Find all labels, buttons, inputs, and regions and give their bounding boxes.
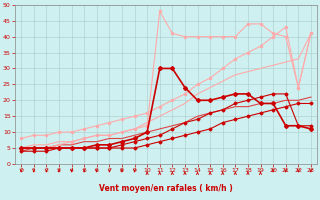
X-axis label: Vent moyen/en rafales ( km/h ): Vent moyen/en rafales ( km/h ) [99,184,233,193]
